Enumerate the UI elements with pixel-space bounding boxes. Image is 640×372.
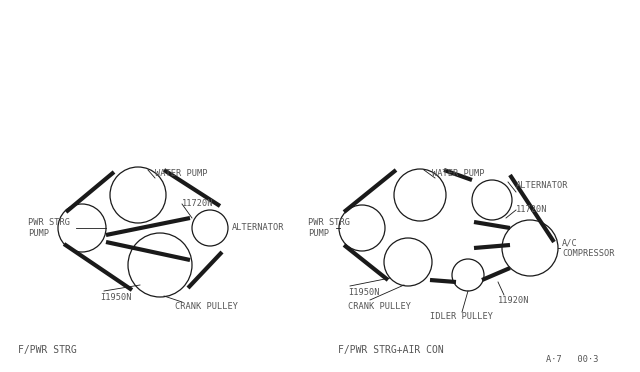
Text: PWR STRG
PUMP: PWR STRG PUMP bbox=[28, 218, 70, 238]
Text: PWR STRG
PUMP: PWR STRG PUMP bbox=[308, 218, 350, 238]
Text: A/C
COMPRESSOR: A/C COMPRESSOR bbox=[562, 238, 614, 258]
Text: I1950N: I1950N bbox=[100, 293, 131, 302]
Text: F/PWR STRG: F/PWR STRG bbox=[18, 345, 77, 355]
Text: 11720N: 11720N bbox=[182, 199, 214, 208]
Text: F/PWR STRG+AIR CON: F/PWR STRG+AIR CON bbox=[338, 345, 444, 355]
Text: WATER PUMP: WATER PUMP bbox=[432, 169, 484, 178]
Text: WATER PUMP: WATER PUMP bbox=[155, 169, 207, 178]
Text: 11720N: 11720N bbox=[516, 205, 547, 215]
Text: CRANK PULLEY: CRANK PULLEY bbox=[175, 302, 238, 311]
Text: IDLER PULLEY: IDLER PULLEY bbox=[431, 312, 493, 321]
Text: I1950N: I1950N bbox=[348, 288, 380, 297]
Text: 11920N: 11920N bbox=[498, 296, 529, 305]
Text: A·7   00·3: A·7 00·3 bbox=[545, 355, 598, 364]
Text: CRANK PULLEY: CRANK PULLEY bbox=[348, 302, 411, 311]
Text: ALTERNATOR: ALTERNATOR bbox=[232, 224, 285, 232]
Text: ALTERNATOR: ALTERNATOR bbox=[516, 181, 568, 190]
